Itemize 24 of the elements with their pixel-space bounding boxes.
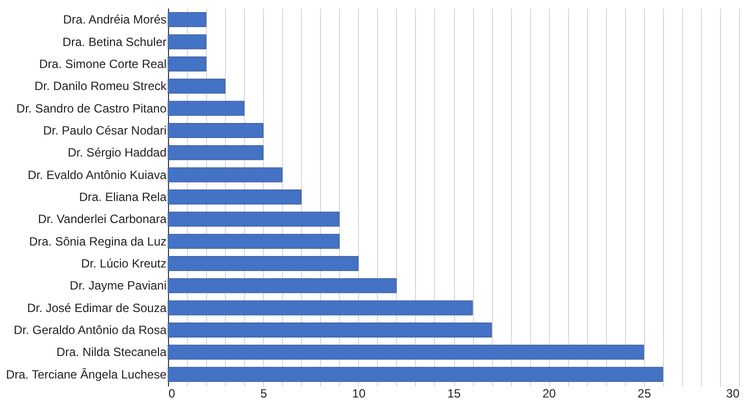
- y-tick-label: Dr. Lúcio Kreutz: [81, 256, 166, 271]
- y-tick-label: Dra. Betina Schuler: [62, 34, 166, 49]
- y-tick-label: Dr. Sérgio Haddad: [68, 146, 166, 160]
- x-tick-label: 5: [260, 386, 268, 400]
- y-tick-label: Dr. Geraldo Antônio da Rosa: [14, 323, 167, 338]
- y-tick-label: Dra. Simone Corte Real: [39, 56, 166, 71]
- x-tick-label: 15: [447, 386, 461, 400]
- y-tick-label: Dra. Terciane Ângela Luchese: [6, 367, 167, 382]
- y-tick-label: Dra. Andréia Morés: [63, 12, 166, 27]
- x-tick-label: 30: [726, 386, 740, 400]
- y-tick-label: Dr. Sandro de Castro Pitano: [16, 101, 167, 116]
- y-tick-label: Dr. Vanderlei Carbonara: [38, 212, 167, 226]
- y-tick-label: Dr. José Edimar de Souza: [27, 300, 167, 315]
- y-tick-label: Dra. Sônia Regina da Luz: [29, 234, 166, 248]
- x-tick-label: 20: [542, 386, 556, 400]
- y-tick-label: Dr. Jayme Paviani: [70, 278, 166, 293]
- y-tick-label: Dra. Eliana Rela: [79, 190, 167, 204]
- x-tick-label: 0: [168, 386, 176, 400]
- x-tick-label: 10: [352, 386, 366, 400]
- y-tick-label: Dr. Paulo César Nodari: [43, 123, 166, 138]
- y-tick-label: Dra. Nilda Stecanela: [56, 345, 167, 360]
- y-tick-label: Dr. Evaldo Antônio Kuiava: [28, 168, 167, 182]
- y-tick-label: Dr. Danilo Romeu Streck: [34, 79, 168, 94]
- x-tick-label: 25: [638, 386, 652, 400]
